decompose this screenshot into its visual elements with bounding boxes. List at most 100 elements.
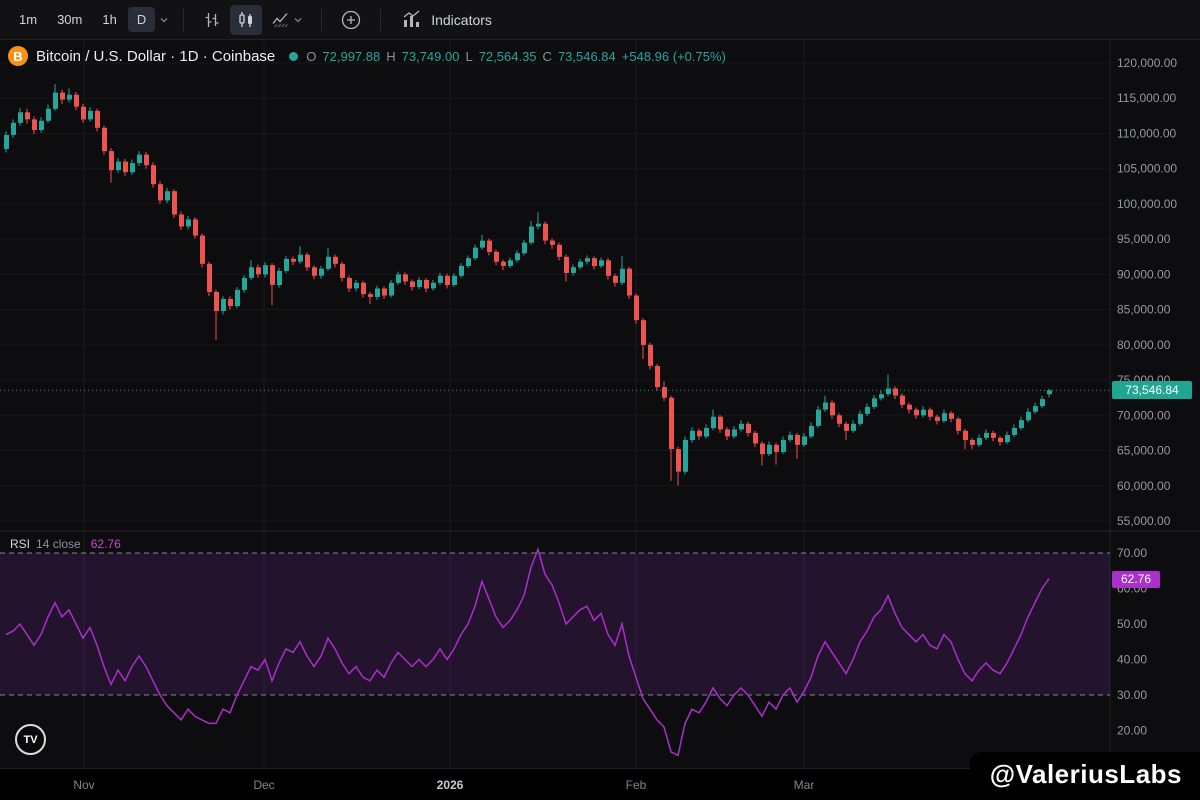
- candle-body: [242, 277, 247, 290]
- candle-body: [67, 94, 72, 100]
- candle-body: [46, 108, 51, 121]
- candle-body: [746, 423, 751, 433]
- candle-body: [480, 240, 485, 248]
- candle-body: [907, 404, 912, 410]
- candle-body: [95, 110, 100, 128]
- candle-body: [788, 435, 793, 440]
- timeframe-1m-button[interactable]: 1m: [10, 7, 46, 32]
- timeframe-daily-button[interactable]: D: [127, 7, 156, 32]
- price-chart-canvas[interactable]: 120,000.00 115,000.00 110,000.00 105,000.00…: [0, 40, 1200, 768]
- tradingview-logo[interactable]: TV: [15, 724, 46, 755]
- candle-body: [872, 398, 877, 407]
- candle-body: [53, 92, 58, 109]
- candle-body: [326, 256, 331, 269]
- rsi-value-label[interactable]: 62.76: [1112, 571, 1160, 588]
- candle-body: [116, 161, 121, 171]
- candle-body: [543, 223, 548, 241]
- indicators-button[interactable]: Indicators: [393, 5, 500, 35]
- candle-body: [774, 444, 779, 452]
- indicators-label: Indicators: [431, 11, 492, 28]
- candle-body: [564, 256, 569, 273]
- candle-body: [963, 430, 968, 440]
- candle-body: [452, 275, 457, 285]
- candle-body: [858, 413, 863, 424]
- candle-body: [109, 151, 114, 171]
- market-status-dot: [289, 51, 299, 61]
- candle-body: [725, 429, 730, 437]
- candle-body: [1012, 428, 1017, 435]
- candle-body: [550, 240, 555, 245]
- candle-body: [557, 244, 562, 257]
- toolbar-separator: [183, 8, 185, 31]
- candle-body: [270, 265, 275, 285]
- bitcoin-icon: B: [8, 46, 28, 66]
- candle-body: [998, 437, 1003, 443]
- candle-body: [1047, 390, 1052, 395]
- close-value: 73,546.84: [557, 48, 616, 64]
- candle-body: [697, 430, 702, 437]
- symbol-title[interactable]: Bitcoin / U.S. Dollar · 1D · Coinbase: [36, 47, 276, 65]
- price-tick-label: 85,000.00: [1117, 303, 1171, 317]
- candle-body: [704, 428, 709, 437]
- rsi-header[interactable]: RSI 14 close 62.76: [10, 537, 121, 551]
- candle-body: [403, 274, 408, 282]
- candle-body: [809, 425, 814, 437]
- top-toolbar: 1m 30m 1h D Indicators: [0, 0, 1200, 40]
- candle-body: [88, 110, 93, 120]
- chevron-down-icon: [160, 17, 168, 22]
- candle-body: [445, 275, 450, 285]
- candle-body: [830, 402, 835, 416]
- price-tick-label: 80,000.00: [1117, 338, 1171, 352]
- candle-body: [767, 444, 772, 455]
- area-style-button[interactable]: [264, 5, 309, 35]
- rsi-line: [5, 547, 1050, 757]
- candle-body: [340, 263, 345, 278]
- candle-body: [32, 119, 37, 130]
- price-tick-label: 100,000.00: [1117, 197, 1177, 211]
- open-key: O: [306, 48, 317, 64]
- bars-style-button[interactable]: [196, 5, 228, 35]
- candle-body: [501, 261, 506, 266]
- candle-body: [921, 409, 926, 416]
- candle-body: [298, 254, 303, 262]
- timeframe-menu-button[interactable]: [157, 11, 171, 29]
- timeframe-30m-button[interactable]: 30m: [48, 7, 91, 32]
- candle-body: [102, 127, 107, 152]
- rsi-tick-label: 20.00: [1117, 724, 1147, 738]
- time-axis-label: Dec: [253, 778, 275, 792]
- candle-body: [669, 397, 674, 450]
- candle-body: [585, 258, 590, 262]
- candle-body: [977, 437, 982, 445]
- low-value: 72,564.35: [478, 48, 537, 64]
- candle-body: [956, 418, 961, 431]
- candle-body: [620, 268, 625, 283]
- candle-body: [662, 387, 667, 398]
- candle-body: [4, 134, 9, 149]
- candle-body: [473, 247, 478, 259]
- candle-body: [893, 388, 898, 396]
- candle-body: [648, 344, 653, 366]
- candle-body: [627, 268, 632, 296]
- timeframe-1h-button[interactable]: 1h: [93, 7, 125, 32]
- candle-body: [732, 429, 737, 437]
- candle-body: [277, 270, 282, 285]
- candle-body: [571, 267, 576, 273]
- compare-button[interactable]: [334, 4, 368, 36]
- candle-body: [214, 292, 219, 311]
- candle-body: [18, 112, 23, 123]
- candles-style-button[interactable]: [230, 4, 263, 35]
- candle-body: [459, 265, 464, 276]
- last-price-label[interactable]: 73,546.84: [1112, 381, 1192, 399]
- open-value: 72,997.88: [322, 48, 381, 64]
- candle-body: [81, 106, 86, 120]
- candle-body: [130, 163, 135, 173]
- chart-stage: 120,000.00 115,000.00 110,000.00 105,000.00…: [0, 40, 1200, 768]
- candle-body: [718, 416, 723, 430]
- candle-body: [949, 413, 954, 419]
- candle-body: [914, 409, 919, 416]
- candle-body: [249, 267, 254, 278]
- candles-style-icon: [239, 11, 253, 27]
- close-key: C: [542, 48, 552, 64]
- candle-body: [186, 219, 191, 227]
